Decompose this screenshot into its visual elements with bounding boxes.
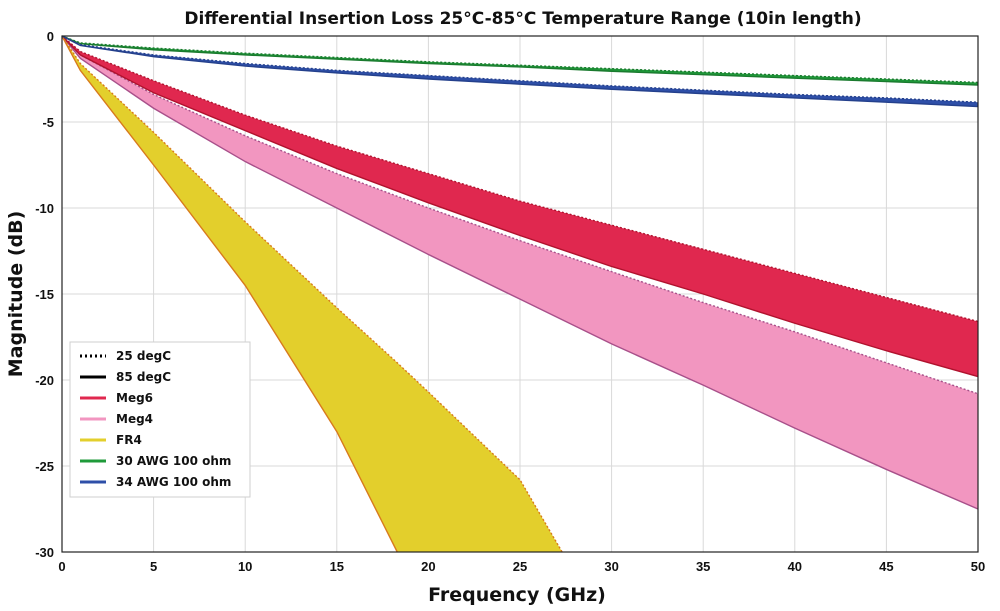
- legend-label: 25 degC: [116, 349, 171, 363]
- x-tick-label: 45: [879, 559, 893, 574]
- x-tick-label: 15: [330, 559, 344, 574]
- x-axis-ticks: 0 5 10 15 20 25 30 35 40 45 50: [58, 559, 985, 574]
- x-tick-label: 20: [421, 559, 435, 574]
- legend-label: 85 degC: [116, 370, 171, 384]
- band-meg4: [62, 36, 978, 509]
- legend-label: Meg6: [116, 391, 153, 405]
- legend-label: Meg4: [116, 412, 153, 426]
- band-30-awg-100-ohm: [62, 36, 978, 86]
- legend-label: FR4: [116, 433, 142, 447]
- line-fr4-25degc: [61, 35, 563, 553]
- legend-label: 30 AWG 100 ohm: [116, 454, 231, 468]
- axes-box: [61, 35, 979, 553]
- chart-title: Differential Insertion Loss 25°C-85°C Te…: [184, 9, 861, 29]
- y-tick-label: -5: [42, 115, 54, 130]
- x-tick-label: 10: [238, 559, 252, 574]
- band-meg6: [62, 36, 978, 377]
- x-tick-label: 50: [971, 559, 985, 574]
- line-meg4-25degc: [61, 35, 979, 395]
- legend: 25 degC 85 degC Meg6 Meg4 FR4 30 AWG 100 ohm 3…: [69, 341, 251, 498]
- x-tick-label: 5: [150, 559, 157, 574]
- line-fr4-85degc: [61, 35, 398, 553]
- y-tick-label: -30: [35, 545, 54, 560]
- plot-frame: [61, 35, 979, 553]
- x-tick-label: 30: [604, 559, 618, 574]
- line-30-awg-100-ohm-85degc: [61, 35, 979, 86]
- x-tick-label: 0: [58, 559, 65, 574]
- x-tick-label: 25: [513, 559, 527, 574]
- x-tick-label: 40: [788, 559, 802, 574]
- y-axis-ticks: 0 -5 -10 -15 -20 -25 -30: [35, 29, 54, 560]
- x-tick-label: 35: [696, 559, 710, 574]
- line-34-awg-100-ohm-25degc: [61, 35, 979, 103]
- line-meg6-25degc: [61, 35, 979, 323]
- legend-label: 34 AWG 100 ohm: [116, 475, 231, 489]
- line-meg6-85degc: [61, 35, 979, 378]
- y-tick-label: -10: [35, 201, 54, 216]
- line-meg4-85degc: [61, 35, 979, 510]
- y-tick-label: -25: [35, 459, 54, 474]
- y-tick-label: -20: [35, 373, 54, 388]
- x-axis-label: Frequency (GHz): [428, 584, 606, 606]
- band-34-awg-100-ohm: [62, 36, 978, 107]
- series-bands: [61, 35, 979, 553]
- y-tick-label: 0: [47, 29, 54, 44]
- line-30-awg-100-ohm-25degc: [61, 35, 979, 84]
- line-34-awg-100-ohm-85degc: [61, 35, 979, 108]
- y-tick-label: -15: [35, 287, 54, 302]
- y-axis-label: Magnitude (dB): [5, 211, 27, 378]
